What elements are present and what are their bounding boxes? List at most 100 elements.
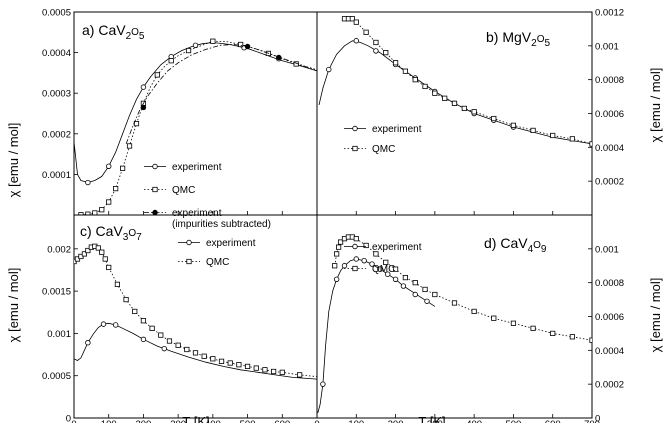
panel-c-series-1-point	[175, 342, 181, 348]
panel-c-series-0-point	[140, 336, 147, 343]
panel-b-series-1-point	[383, 50, 389, 56]
panel-c-frame	[73, 214, 318, 419]
panel-c-series-1-point	[201, 353, 207, 359]
panel-c-ytick-label: 0.002	[47, 244, 71, 255]
panel-c-series-1-point	[184, 346, 190, 353]
panel-b-ytick-label: 0.0004	[595, 143, 624, 154]
panel-c-series-1-point	[85, 247, 91, 254]
panel-d-series-1-point	[332, 263, 338, 269]
panel-d-series-1-point	[353, 236, 359, 242]
panel-c-legend-marker-0	[186, 239, 192, 246]
panel-b-series-1-point	[550, 132, 556, 139]
panel-a-ytick-label: 0.0001	[42, 170, 71, 181]
panel-d-xtick-label: 600	[545, 419, 561, 423]
panel-d-series-1-point	[336, 244, 342, 250]
panel-d-series-1-point	[373, 251, 379, 257]
panel-b-series-1-point	[451, 100, 458, 106]
panel-d-series-1-point	[383, 259, 389, 265]
panel-c-series-1-point	[262, 367, 268, 373]
panel-d-series-1-point	[392, 266, 399, 272]
panel-c-cav3o7: 0 0.0005 0.001 0.0015 0.002 0 100 200 300 400 500 6…	[42, 214, 318, 423]
panel-c-series-1-point	[271, 368, 277, 375]
panel-d-series-1-point	[589, 337, 592, 343]
panel-b-series-1-point	[353, 19, 359, 25]
panel-d-series-0	[317, 256, 436, 414]
panel-c-series-1-point	[132, 308, 138, 315]
panel-c-label-part: 7	[136, 232, 142, 243]
panel-b-legend-text-0: experiment	[372, 124, 422, 135]
panel-a-series-1-point	[92, 210, 98, 215]
panel-b-label-part: b) MgV	[486, 29, 532, 45]
panel-a-series-1-point	[168, 58, 174, 64]
panel-b-ytick-label: 0.0012	[595, 8, 624, 19]
panel-d-series-1-point	[412, 280, 418, 286]
panel-c-xtick-label: 400	[205, 419, 221, 423]
panel-c-series-0-point	[85, 340, 91, 346]
panel-b-series-1-point	[412, 77, 418, 83]
panel-a-series-1-point	[106, 199, 112, 205]
panel-d-series-0-point	[412, 291, 418, 298]
panel-a-series-0-point	[85, 179, 91, 186]
panel-b-series-1-point	[373, 39, 379, 46]
panel-d-label-part: 4	[528, 244, 534, 255]
panel-a-legend-text-1: QMC	[172, 185, 195, 196]
panel-d-frame	[316, 214, 593, 419]
panel-c-series-1-point	[253, 365, 259, 371]
panel-c-xtick-label: 0	[71, 419, 76, 423]
panel-a-series-1-point	[154, 72, 160, 78]
panel-d-series-1-point	[550, 330, 556, 337]
panel-d-legend-text-1: QMC	[372, 264, 395, 275]
panel-d-series-0-point	[400, 283, 407, 289]
panel-a-legend-marker-0	[152, 163, 158, 170]
panel-b-label: b) MgV2O5	[486, 29, 550, 49]
panel-d-series-0-point	[369, 261, 375, 267]
panel-b-series-1-point	[402, 68, 408, 74]
panel-c-series-0-line	[74, 322, 317, 380]
panel-b-series-1-point	[510, 122, 517, 128]
x-axis-label-left: T [K]	[182, 414, 209, 423]
panel-a-series-2-point	[140, 104, 147, 111]
panel-b-series-0	[318, 38, 592, 145]
panel-d-ytick-label: 0.0006	[595, 312, 624, 323]
panel-d-series-1	[332, 234, 592, 343]
panel-d-xtick-label: 500	[505, 419, 521, 423]
panel-d-label: d) CaV4O9	[484, 235, 547, 255]
panel-d-ytick-label: 0.0002	[595, 380, 624, 391]
panel-d-ytick-label: 0.0004	[595, 346, 624, 357]
panel-c-label-part: O	[128, 228, 136, 239]
panel-a-label-part: 5	[139, 31, 145, 42]
panel-b-ytick-label: 0.0008	[595, 75, 624, 86]
panel-a-series-2-point	[244, 43, 251, 50]
panel-a-series-1-point	[99, 207, 105, 213]
panel-a-series-0-point	[140, 84, 147, 90]
panel-d-series-1-point	[422, 286, 428, 293]
panel-b-series-0-point	[326, 66, 332, 73]
panel-d-series-1-point	[363, 242, 369, 249]
panel-c-xtick-label: 200	[135, 419, 151, 423]
panel-b-series-1-line	[344, 18, 592, 145]
panel-d-cav4o9: 0 0.0002 0.0004 0.0006 0.0008 0.001 0 100 200 300…	[314, 214, 624, 423]
panel-a-series-1-point	[126, 143, 133, 149]
panel-a-series-1-point	[120, 165, 126, 171]
panel-c-series-1-point	[140, 318, 147, 324]
panel-d-series-0-point	[385, 271, 391, 277]
panel-b-series-0-point	[353, 38, 359, 44]
panel-b-legend-text-1: QMC	[372, 144, 395, 155]
panel-b-series-0-point	[373, 48, 379, 54]
panel-d-series-1-point	[334, 251, 340, 257]
panel-d-series-1-point	[471, 308, 477, 315]
panel-b-series-1-point	[349, 16, 355, 22]
panel-c-series-1-point	[95, 245, 101, 251]
panel-b-ytick-label: 0.0006	[595, 109, 624, 120]
panel-c-series-0-point	[100, 321, 107, 327]
panel-d-ytick-label: 0	[595, 414, 600, 423]
y-axis-label-top-right: χ [emu / mol]	[648, 68, 663, 143]
panel-d-series-1-point	[337, 239, 344, 245]
panel-c-series-1-point	[218, 358, 225, 364]
panel-d-label-part: O	[533, 240, 541, 251]
panel-a-series-1-point	[85, 211, 91, 215]
panel-a-frame	[73, 11, 318, 216]
panel-c-xtick-label: 500	[240, 419, 256, 423]
panel-d-series-1-point	[569, 334, 575, 340]
